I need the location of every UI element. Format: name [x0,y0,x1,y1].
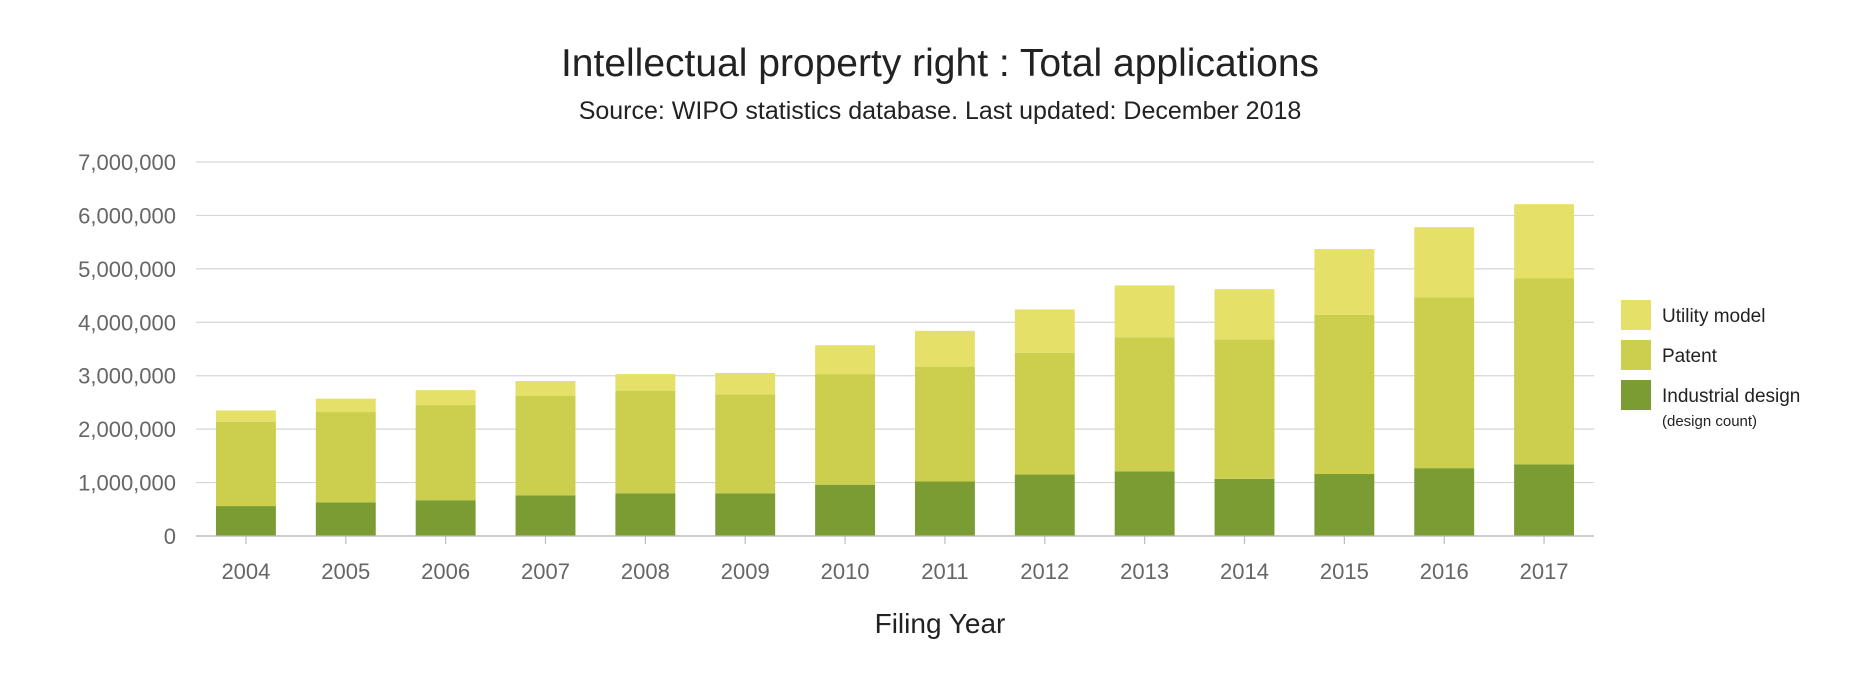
bar-patent [1514,278,1575,465]
x-tick-label: 2007 [521,559,570,584]
bar-utility-model [1214,289,1275,340]
x-tick-label: 2012 [1020,559,1069,584]
x-tick-label: 2006 [421,559,470,584]
x-axis-title: Filing Year [875,608,1006,639]
y-tick-label: 7,000,000 [78,150,176,175]
x-tick-label: 2014 [1220,559,1269,584]
bar-patent [1214,339,1275,479]
y-tick-label: 3,000,000 [78,364,176,389]
legend-swatch [1621,340,1651,370]
bar-patent [515,396,576,496]
bar-utility-model [1514,204,1575,279]
x-tick-label: 2010 [821,559,870,584]
bar-utility-model [1014,309,1075,353]
bars [215,204,1575,536]
bar-patent [615,390,676,494]
bar-patent [1414,297,1475,469]
bar-industrial-design [1214,478,1275,536]
bar-utility-model [1114,285,1175,338]
bar-patent [1314,314,1375,475]
bar-patent [914,366,975,482]
bar-patent [1014,352,1075,475]
gridlines [196,161,1594,537]
legend-swatch [1621,380,1651,410]
legend-label: Industrial design [1662,386,1800,407]
bar-patent [415,405,476,501]
x-tick-label: 2013 [1120,559,1169,584]
bar-patent [815,374,876,485]
x-axis-ticks: 2004 2005 2006 2007 2008 2009 2010 2011 2012 2013… [196,535,1594,584]
x-tick-label: 2017 [1520,559,1569,584]
bar-patent [315,412,376,503]
y-axis-ticks: 0 1,000,000 2,000,000 3,000,000 4,000,000 5,0… [78,150,176,549]
bar-patent [715,394,776,494]
bar-industrial-design [1514,464,1575,536]
bar-industrial-design [914,481,975,536]
x-tick-label: 2005 [321,559,370,584]
y-tick-label: 6,000,000 [78,203,176,228]
y-tick-label: 1,000,000 [78,471,176,496]
bar-industrial-design [1114,471,1175,536]
bar-industrial-design [515,495,576,536]
bar-industrial-design [215,506,276,536]
x-tick-label: 2009 [721,559,770,584]
y-tick-label: 0 [164,524,176,549]
bar-industrial-design [1014,474,1075,536]
bar-industrial-design [615,493,676,536]
bar-utility-model [315,398,376,413]
bar-industrial-design [815,484,876,536]
y-tick-label: 4,000,000 [78,310,176,335]
legend-swatch [1621,300,1651,330]
x-tick-label: 2015 [1320,559,1369,584]
bar-industrial-design [415,500,476,536]
y-tick-label: 2,000,000 [78,417,176,442]
bar-utility-model [415,390,476,406]
bar-patent [1114,337,1175,472]
bar-utility-model [914,330,975,367]
legend-label: Utility model [1662,306,1765,327]
x-tick-label: 2016 [1420,559,1469,584]
bar-utility-model [715,373,776,395]
bar-utility-model [515,381,576,397]
legend: Utility model Patent Industrial design (des… [1621,300,1800,430]
legend-note: (design count) [1662,413,1757,430]
x-tick-label: 2004 [221,559,270,584]
bar-utility-model [215,410,276,422]
bar-patent [215,421,276,507]
bar-industrial-design [715,493,776,536]
bar-utility-model [815,345,876,375]
legend-label: Patent [1662,346,1718,367]
bar-industrial-design [315,502,376,536]
bar-utility-model [1314,249,1375,315]
bar-industrial-design [1314,474,1375,536]
bar-industrial-design [1414,468,1475,536]
x-tick-label: 2011 [921,559,968,584]
chart-title: Intellectual property right : Total appl… [561,42,1319,85]
chart-subtitle: Source: WIPO statistics database. Last u… [579,97,1302,125]
bar-utility-model [1414,227,1475,298]
y-tick-label: 5,000,000 [78,257,176,282]
x-tick-label: 2008 [621,559,670,584]
bar-utility-model [615,374,676,391]
